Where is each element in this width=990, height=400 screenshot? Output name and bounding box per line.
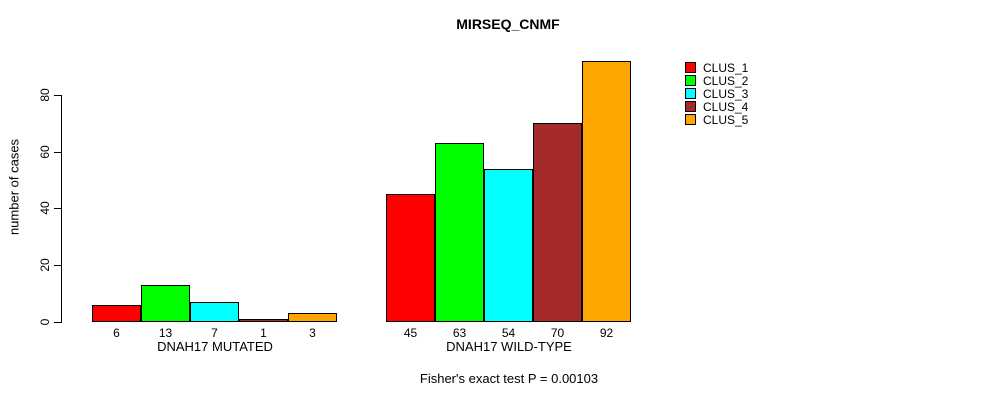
legend: CLUS_1 CLUS_2 CLUS_3 CLUS_4 CLUS_5 <box>685 60 749 127</box>
legend-label: CLUS_3 <box>703 86 749 101</box>
fisher-test-annotation: Fisher's exact test P = 0.00103 <box>419 371 599 386</box>
bar-value-label: 45 <box>403 326 418 340</box>
legend-label: CLUS_2 <box>703 73 749 88</box>
y-axis-tick-label: 80 <box>38 88 52 102</box>
bar-clus_2-group1 <box>141 285 190 322</box>
y-axis-tick-label: 40 <box>38 201 52 216</box>
legend-item-clus_5: CLUS_5 <box>685 112 749 127</box>
bar-clus_3-group1 <box>190 302 239 322</box>
bar-value-label: 6 <box>113 326 120 340</box>
y-axis-tick <box>54 208 61 210</box>
y-axis-tick <box>54 151 61 153</box>
y-axis-tick <box>54 265 61 267</box>
legend-swatch-clus_5 <box>685 114 696 125</box>
y-axis-tick-label: 0 <box>38 318 52 326</box>
bar-value-label: 70 <box>550 326 565 340</box>
bar-value-label: 63 <box>452 326 467 340</box>
legend-label: CLUS_1 <box>703 60 749 75</box>
x-group-label-wild-type: DNAH17 WILD-TYPE <box>446 339 572 354</box>
bar-value-label: 1 <box>260 326 267 340</box>
bar-clus_2-group2 <box>435 143 484 322</box>
chart-title: MIRSEQ_CNMF <box>456 16 560 32</box>
bar-clus_5-group1 <box>288 313 337 322</box>
y-axis-tick-label: 60 <box>38 144 52 159</box>
bar-clus_4-group1 <box>239 319 288 322</box>
legend-swatch-clus_1 <box>685 62 696 73</box>
legend-label: CLUS_4 <box>703 99 749 114</box>
legend-item-clus_3: CLUS_3 <box>685 86 749 101</box>
y-axis-title: number of cases <box>6 138 22 236</box>
legend-item-clus_4: CLUS_4 <box>685 99 749 114</box>
bar-clus_1-group1 <box>92 304 141 322</box>
bar-clus_1-group2 <box>386 194 435 322</box>
legend-item-clus_2: CLUS_2 <box>685 73 749 88</box>
bar-value-label: 54 <box>501 326 516 340</box>
legend-item-clus_1: CLUS_1 <box>685 60 749 75</box>
bar-value-label: 7 <box>211 326 218 340</box>
y-axis-tick-label: 20 <box>38 258 52 272</box>
legend-swatch-clus_3 <box>685 88 696 99</box>
x-group-label-mutated: DNAH17 MUTATED <box>157 339 273 354</box>
legend-label: CLUS_5 <box>703 112 749 127</box>
bar-value-label: 13 <box>158 326 173 340</box>
bar-clus_5-group2 <box>582 60 631 322</box>
y-axis-tick <box>54 322 61 323</box>
bar-value-label: 92 <box>599 326 614 340</box>
y-axis-line <box>61 94 62 323</box>
bar-value-label: 3 <box>309 326 316 340</box>
legend-swatch-clus_2 <box>685 75 696 86</box>
legend-swatch-clus_4 <box>685 101 696 112</box>
y-axis-tick <box>54 94 61 96</box>
bar-clus_4-group2 <box>533 123 582 322</box>
bar-clus_3-group2 <box>484 168 533 322</box>
